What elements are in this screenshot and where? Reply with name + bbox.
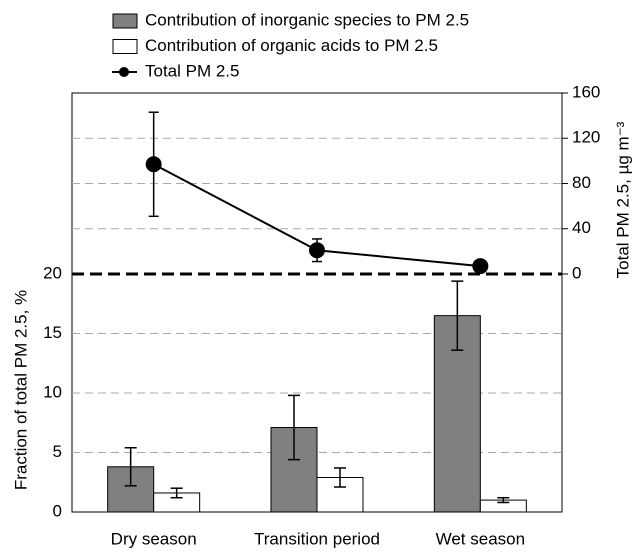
legend-label: Contribution of organic acids to PM 2.5 bbox=[145, 36, 438, 55]
y-tick-label: 5 bbox=[53, 442, 62, 461]
x-tick-label: Dry season bbox=[111, 529, 197, 548]
legend-label: Contribution of inorganic species to PM … bbox=[145, 10, 469, 29]
point bbox=[309, 242, 325, 259]
y2-axis-label: Total PM 2.5, µg m⁻³ bbox=[613, 121, 632, 278]
y2-tick-label: 120 bbox=[572, 128, 600, 147]
y2-tick-label: 80 bbox=[572, 173, 591, 192]
point bbox=[145, 156, 162, 173]
y2-tick-label: 160 bbox=[572, 82, 600, 101]
legend-swatch bbox=[112, 39, 138, 54]
y-tick-label: 20 bbox=[43, 263, 62, 282]
legend-swatch bbox=[112, 13, 138, 29]
point bbox=[472, 258, 489, 275]
legend-marker bbox=[119, 67, 129, 77]
y-tick-label: 10 bbox=[43, 382, 62, 401]
y2-tick-label: 40 bbox=[572, 218, 591, 237]
bar bbox=[107, 466, 155, 513]
legend-label: Total PM 2.5 bbox=[145, 61, 240, 80]
x-tick-label: Transition period bbox=[254, 529, 380, 548]
y-tick-label: 15 bbox=[43, 323, 62, 342]
y2-tick-label: 0 bbox=[572, 263, 581, 282]
y-axis-label: Fraction of total PM 2.5, % bbox=[11, 290, 30, 490]
x-tick-label: Wet season bbox=[436, 529, 525, 548]
y-tick-label: 0 bbox=[53, 501, 62, 520]
